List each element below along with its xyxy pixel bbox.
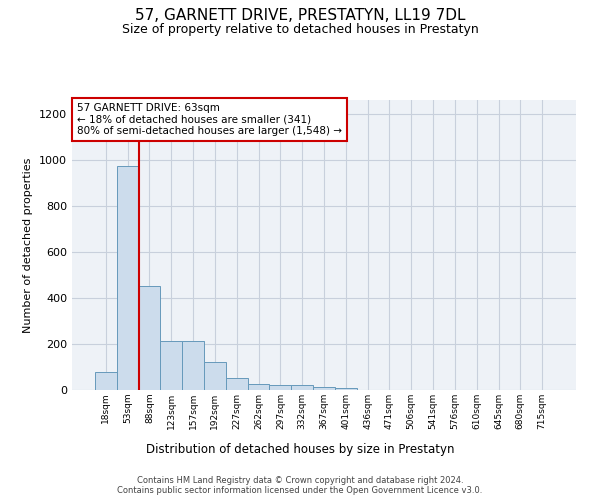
Text: Contains HM Land Registry data © Crown copyright and database right 2024.
Contai: Contains HM Land Registry data © Crown c… [118, 476, 482, 495]
Text: Distribution of detached houses by size in Prestatyn: Distribution of detached houses by size … [146, 442, 454, 456]
Bar [248, 384, 269, 390]
Bar [269, 386, 291, 390]
Bar [291, 386, 313, 390]
Text: 57 GARNETT DRIVE: 63sqm
← 18% of detached houses are smaller (341)
80% of semi-d: 57 GARNETT DRIVE: 63sqm ← 18% of detache… [77, 103, 342, 136]
Bar [160, 340, 182, 390]
Bar [95, 372, 117, 390]
Bar [226, 378, 248, 390]
Bar [335, 388, 357, 390]
Bar [117, 166, 139, 390]
Bar [139, 286, 160, 390]
Text: Size of property relative to detached houses in Prestatyn: Size of property relative to detached ho… [122, 22, 478, 36]
Text: 57, GARNETT DRIVE, PRESTATYN, LL19 7DL: 57, GARNETT DRIVE, PRESTATYN, LL19 7DL [135, 8, 465, 22]
Y-axis label: Number of detached properties: Number of detached properties [23, 158, 34, 332]
Bar [313, 387, 335, 390]
Bar [182, 340, 204, 390]
Bar [204, 362, 226, 390]
